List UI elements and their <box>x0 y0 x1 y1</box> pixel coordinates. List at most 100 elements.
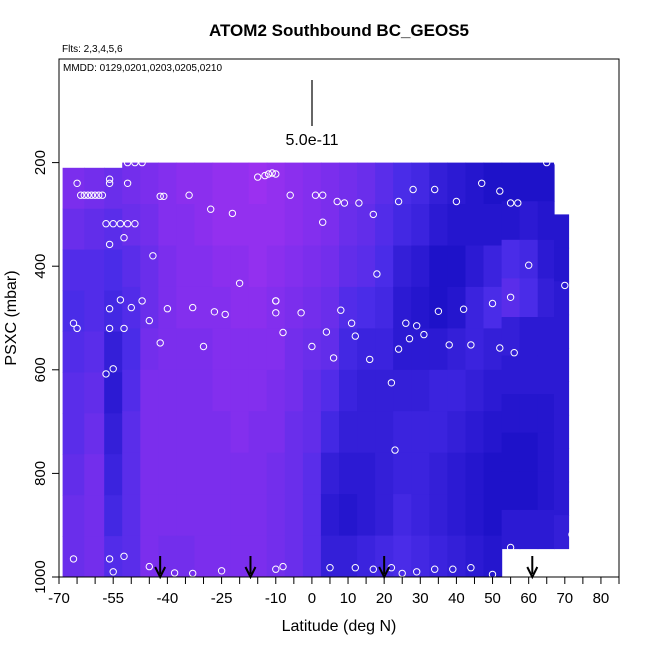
flight-arrows <box>154 556 539 580</box>
field-cell <box>411 328 430 371</box>
field-cell <box>519 162 539 202</box>
field-cell <box>447 286 467 329</box>
field-cell <box>230 369 250 412</box>
observation-point <box>120 234 128 242</box>
x-tick-label: 10 <box>340 590 357 607</box>
field-cell <box>429 535 448 577</box>
field-cell <box>104 331 123 373</box>
observation-point <box>268 169 276 177</box>
field-cell <box>122 245 141 288</box>
field-cell <box>375 494 394 537</box>
field-cell <box>84 167 105 210</box>
field-cell <box>554 281 570 316</box>
field-cell <box>140 452 159 495</box>
field-cell <box>62 372 85 414</box>
field-cell <box>483 494 503 537</box>
field-cell <box>176 452 196 495</box>
field-cell <box>84 208 105 251</box>
field-cell <box>447 245 467 288</box>
field-cell <box>84 454 105 496</box>
field-cell <box>375 245 394 288</box>
observation-point <box>347 319 356 327</box>
field-cell <box>212 162 232 205</box>
observation-point <box>286 191 294 199</box>
field-cell <box>62 454 85 496</box>
field-cell <box>537 278 555 318</box>
x-tick-label: 60 <box>520 590 537 607</box>
field-cell <box>266 204 286 246</box>
field-cell <box>230 494 250 537</box>
field-cell <box>302 452 322 495</box>
field-cell <box>411 204 430 246</box>
field-cell <box>447 328 467 371</box>
field-cell <box>393 162 412 205</box>
field-cell <box>447 535 467 577</box>
field-cell <box>519 239 539 279</box>
observation-point <box>91 191 99 199</box>
observation-point <box>553 158 562 167</box>
field-cell <box>554 515 570 550</box>
field-cell <box>411 411 430 454</box>
field-cell <box>519 432 539 472</box>
observation-point <box>506 293 515 301</box>
field-cell <box>483 286 503 329</box>
field-cell <box>302 162 322 205</box>
observation-point <box>391 446 399 454</box>
field-cell <box>375 369 394 412</box>
field-cell <box>176 369 196 412</box>
field-cell <box>519 394 539 434</box>
observation-point <box>405 335 414 343</box>
field-cell <box>62 536 85 577</box>
observation-point <box>228 209 237 218</box>
field-cell <box>501 355 521 395</box>
x-tick-label: 80 <box>593 590 610 607</box>
field-cell <box>230 535 250 577</box>
x-tick-label: -70 <box>48 590 70 607</box>
field-cell <box>411 286 430 329</box>
field-cell <box>375 328 394 371</box>
field-cell <box>140 411 159 454</box>
observation-point <box>506 543 515 552</box>
observation-point <box>311 191 320 199</box>
observation-point <box>105 555 114 563</box>
field-cell <box>554 481 570 516</box>
field-cell <box>375 411 394 454</box>
field-cell <box>158 245 178 288</box>
observation-point <box>431 565 439 573</box>
y-axis: 200 400 600 800 1000 <box>32 150 59 594</box>
observation-markers <box>69 158 576 577</box>
observation-point <box>478 179 486 188</box>
observation-point <box>387 379 396 387</box>
field-cell <box>554 348 570 382</box>
x-axis-label: Latitude (deg N) <box>282 618 397 635</box>
observation-point <box>123 220 132 228</box>
field-cell <box>501 394 521 434</box>
field-cell <box>284 245 304 288</box>
field-cell <box>320 494 340 537</box>
field-cell <box>320 452 340 495</box>
field-cell <box>302 204 322 246</box>
observation-point <box>279 562 287 571</box>
field-cell <box>375 204 394 246</box>
field-cell <box>339 328 358 371</box>
field-cell <box>284 494 304 537</box>
field-cell <box>122 494 141 537</box>
observation-point <box>272 565 280 573</box>
field-cell <box>176 535 196 577</box>
observation-point <box>431 185 439 194</box>
field-cell <box>320 411 340 454</box>
field-cell <box>122 411 141 454</box>
field-cell <box>62 495 85 537</box>
field-cell <box>320 204 340 246</box>
observation-point <box>272 297 280 305</box>
field-cell <box>339 411 358 454</box>
field-cell <box>176 411 196 454</box>
field-cell <box>284 204 304 246</box>
field-cell <box>483 328 503 371</box>
observation-point <box>272 170 280 178</box>
field-cell <box>122 162 141 205</box>
field-cell <box>266 535 286 577</box>
observation-point <box>488 570 497 577</box>
field-cell <box>266 494 286 537</box>
field-cell <box>266 452 286 495</box>
